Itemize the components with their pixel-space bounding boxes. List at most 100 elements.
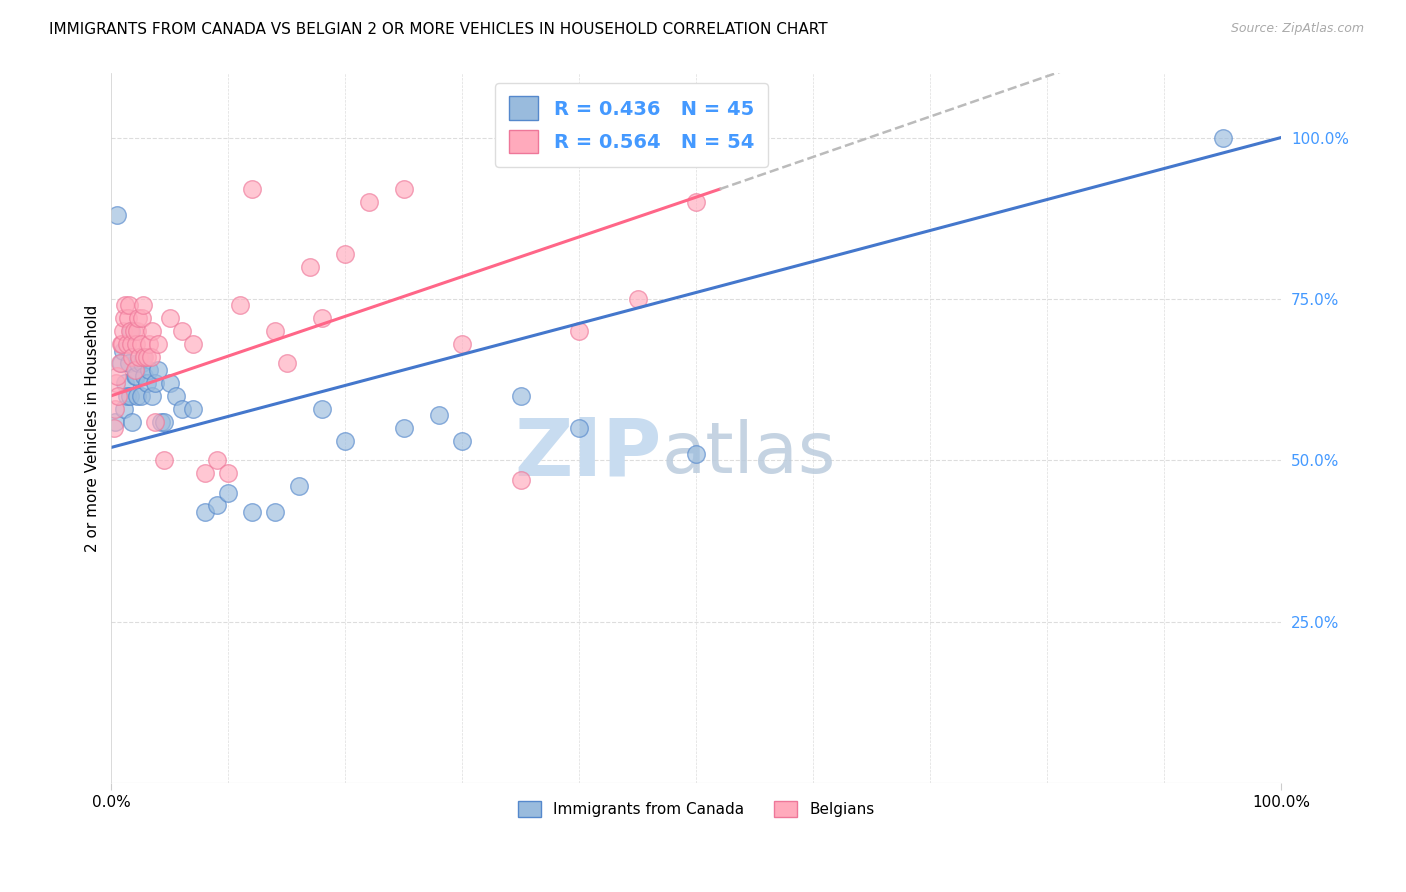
- Point: [118, 298, 141, 312]
- Point: [153, 415, 176, 429]
- Point: [568, 421, 591, 435]
- Point: [111, 337, 134, 351]
- Point: [217, 485, 239, 500]
- Point: [125, 337, 148, 351]
- Point: [112, 401, 135, 416]
- Point: [217, 466, 239, 480]
- Text: atlas: atlas: [661, 419, 835, 488]
- Point: [357, 195, 380, 210]
- Point: [568, 324, 591, 338]
- Point: [121, 350, 143, 364]
- Point: [194, 505, 217, 519]
- Point: [138, 337, 160, 351]
- Text: ZIP: ZIP: [515, 415, 661, 493]
- Point: [509, 389, 531, 403]
- Point: [181, 401, 204, 416]
- Point: [129, 337, 152, 351]
- Point: [311, 311, 333, 326]
- Point: [104, 401, 127, 416]
- Point: [165, 389, 187, 403]
- Point: [114, 376, 136, 390]
- Point: [194, 466, 217, 480]
- Point: [105, 369, 128, 384]
- Point: [392, 421, 415, 435]
- Point: [125, 369, 148, 384]
- Point: [131, 311, 153, 326]
- Point: [141, 389, 163, 403]
- Point: [104, 415, 127, 429]
- Point: [159, 311, 181, 326]
- Point: [141, 324, 163, 338]
- Point: [118, 356, 141, 370]
- Point: [287, 479, 309, 493]
- Legend: Immigrants from Canada, Belgians: Immigrants from Canada, Belgians: [510, 794, 883, 825]
- Point: [112, 311, 135, 326]
- Point: [627, 292, 650, 306]
- Text: Source: ZipAtlas.com: Source: ZipAtlas.com: [1230, 22, 1364, 36]
- Text: IMMIGRANTS FROM CANADA VS BELGIAN 2 OR MORE VEHICLES IN HOUSEHOLD CORRELATION CH: IMMIGRANTS FROM CANADA VS BELGIAN 2 OR M…: [49, 22, 828, 37]
- Point: [264, 324, 287, 338]
- Point: [120, 389, 142, 403]
- Point: [170, 324, 193, 338]
- Point: [127, 389, 149, 403]
- Point: [335, 246, 357, 260]
- Point: [107, 389, 129, 403]
- Point: [138, 363, 160, 377]
- Point: [132, 350, 155, 364]
- Point: [132, 298, 155, 312]
- Point: [127, 311, 149, 326]
- Point: [105, 208, 128, 222]
- Point: [685, 195, 707, 210]
- Point: [159, 376, 181, 390]
- Point: [240, 182, 263, 196]
- Point: [108, 356, 131, 370]
- Point: [112, 324, 135, 338]
- Point: [299, 260, 322, 274]
- Point: [143, 415, 166, 429]
- Point: [105, 376, 128, 390]
- Point: [117, 311, 139, 326]
- Point: [205, 499, 228, 513]
- Point: [451, 337, 474, 351]
- Point: [129, 389, 152, 403]
- Point: [509, 473, 531, 487]
- Point: [148, 363, 170, 377]
- Point: [1212, 130, 1234, 145]
- Point: [141, 350, 163, 364]
- Point: [110, 337, 132, 351]
- Point: [229, 298, 252, 312]
- Point: [335, 434, 357, 448]
- Point: [103, 421, 125, 435]
- Point: [143, 376, 166, 390]
- Point: [205, 453, 228, 467]
- Point: [112, 343, 135, 358]
- Point: [451, 434, 474, 448]
- Point: [115, 337, 138, 351]
- Point: [311, 401, 333, 416]
- Point: [121, 415, 143, 429]
- Point: [120, 324, 142, 338]
- Point: [153, 453, 176, 467]
- Point: [120, 324, 142, 338]
- Point: [240, 505, 263, 519]
- Point: [110, 356, 132, 370]
- Point: [131, 356, 153, 370]
- Point: [114, 298, 136, 312]
- Point: [392, 182, 415, 196]
- Point: [122, 324, 145, 338]
- Point: [127, 356, 149, 370]
- Point: [115, 389, 138, 403]
- Point: [276, 356, 298, 370]
- Point: [120, 337, 142, 351]
- Point: [124, 369, 146, 384]
- Point: [149, 415, 172, 429]
- Point: [170, 401, 193, 416]
- Point: [127, 324, 149, 338]
- Point: [134, 369, 156, 384]
- Point: [135, 376, 157, 390]
- Point: [685, 447, 707, 461]
- Point: [124, 363, 146, 377]
- Point: [181, 337, 204, 351]
- Point: [135, 350, 157, 364]
- Point: [134, 350, 156, 364]
